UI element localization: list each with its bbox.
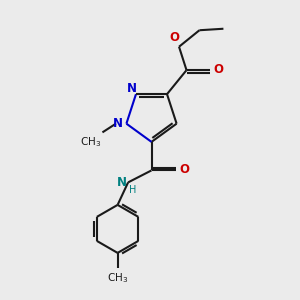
Text: O: O <box>214 63 224 76</box>
Text: N: N <box>127 82 136 95</box>
Text: CH$_3$: CH$_3$ <box>107 272 128 285</box>
Text: O: O <box>169 31 179 44</box>
Text: N: N <box>117 176 127 189</box>
Text: CH$_3$: CH$_3$ <box>80 135 101 149</box>
Text: N: N <box>113 117 123 130</box>
Text: O: O <box>179 163 189 176</box>
Text: H: H <box>129 185 136 195</box>
